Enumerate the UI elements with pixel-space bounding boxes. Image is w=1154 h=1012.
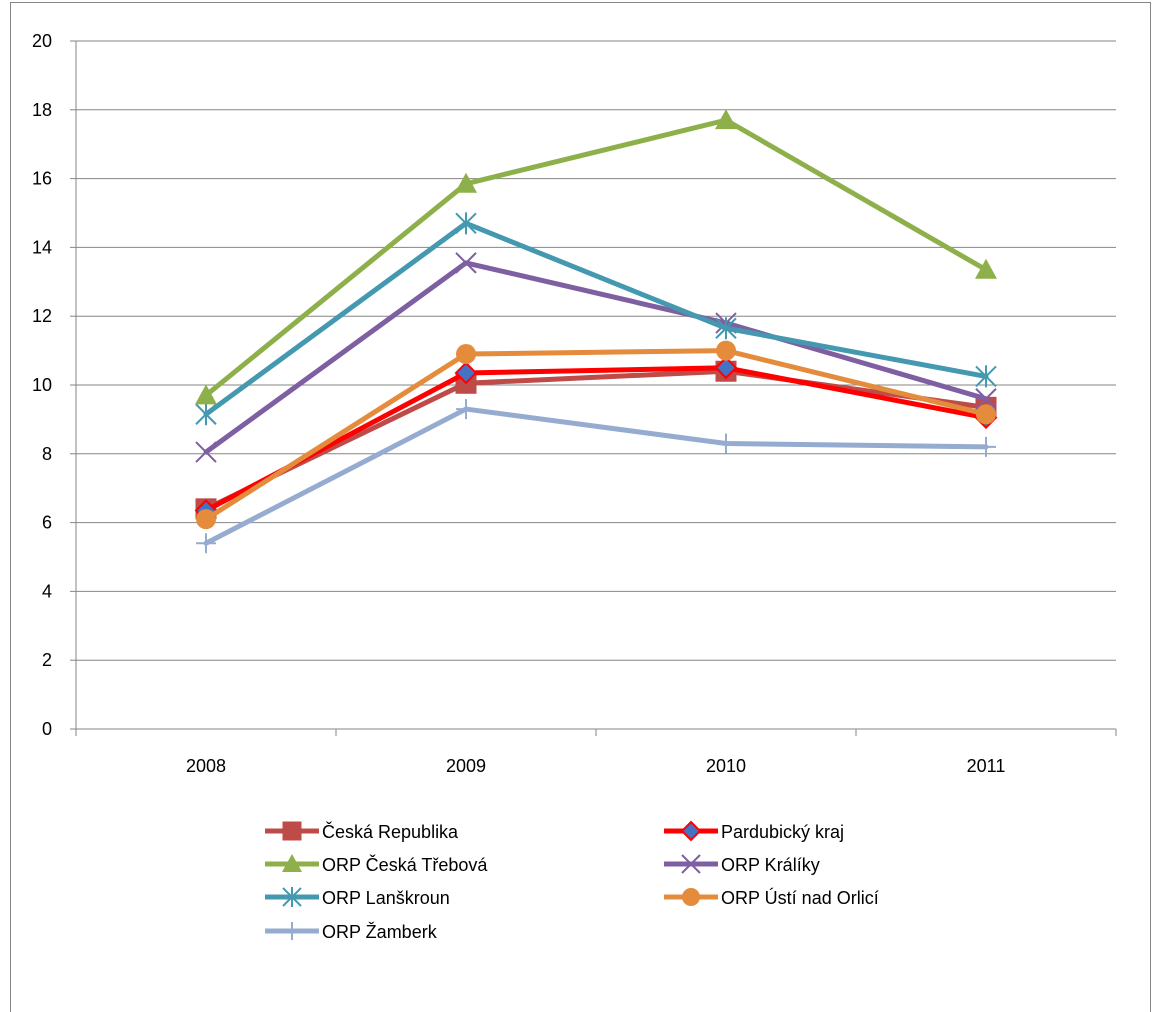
series-line [203, 117, 989, 398]
gridlines [76, 40, 1116, 661]
marker-triangle [715, 109, 737, 130]
y-tick-label: 4 [42, 581, 52, 601]
marker-square [282, 821, 302, 841]
y-tick-label: 6 [42, 513, 52, 533]
marker-plus [976, 436, 996, 457]
x-tick-labels: 2008 2009 2010 2011 [186, 756, 1005, 776]
marker-triangle [282, 854, 302, 872]
marker-x [455, 252, 477, 274]
series-lines [194, 109, 998, 554]
marker-diamond [680, 820, 702, 842]
marker-plus [456, 399, 476, 420]
series-line [203, 260, 989, 455]
marker-diamond [454, 361, 478, 385]
legend-item: ORP Žamberk [265, 922, 438, 942]
marker-star [282, 887, 302, 907]
series-line [203, 365, 989, 514]
marker-x [681, 854, 701, 874]
legend-label: ORP Česká Třebová [322, 854, 488, 875]
legend-item: Česká Republika [265, 821, 459, 842]
series-line [203, 368, 989, 512]
x-tick-label: 2008 [186, 756, 226, 776]
legend-label: ORP Ústí nad Orlicí [721, 887, 879, 908]
legend-item: Pardubický kraj [664, 820, 844, 842]
series-line [203, 220, 989, 417]
marker-star [715, 317, 737, 340]
legend-label: ORP Lanškroun [322, 888, 450, 908]
y-tick-label: 20 [32, 31, 52, 51]
series-line [203, 406, 989, 546]
marker-plus [196, 533, 216, 554]
y-tick-label: 8 [42, 444, 52, 464]
marker-plus [283, 922, 301, 940]
legend-label: Pardubický kraj [721, 822, 844, 842]
legend-label: ORP Králíky [721, 855, 820, 875]
marker-circle [716, 340, 736, 361]
legend-item: ORP Králíky [664, 854, 820, 875]
legend-label: ORP Žamberk [322, 922, 438, 942]
y-tick-label: 14 [32, 237, 52, 257]
y-tick-label: 0 [42, 719, 52, 739]
marker-x [975, 388, 997, 410]
marker-star [455, 212, 477, 235]
legend-item: ORP Lanškroun [265, 887, 450, 908]
marker-circle [196, 509, 216, 530]
series-5 [196, 340, 996, 530]
x-tick-label: 2009 [446, 756, 486, 776]
marker-plus [716, 433, 736, 454]
series-line [203, 348, 989, 522]
series-6 [196, 399, 996, 554]
marker-star [195, 403, 217, 426]
marker-circle [682, 888, 700, 906]
y-tick-label: 2 [42, 650, 52, 670]
y-tick-labels: 0 2 4 6 8 10 12 14 16 18 20 [32, 31, 52, 739]
series-4 [195, 212, 997, 426]
legend: Česká Republika Pardubický kraj ORP Česká … [265, 820, 879, 942]
marker-circle [976, 404, 996, 425]
legend-item: ORP Česká Třebová [265, 854, 488, 875]
marker-x [195, 441, 217, 463]
legend-item: ORP Ústí nad Orlicí [664, 887, 879, 908]
axes [70, 40, 1117, 736]
series-2 [195, 109, 997, 405]
marker-triangle [195, 384, 217, 405]
marker-diamond [714, 356, 738, 380]
x-tick-label: 2011 [967, 756, 1006, 776]
y-tick-label: 12 [32, 306, 52, 326]
series-1 [194, 356, 998, 522]
marker-star [975, 365, 997, 388]
y-tick-label: 16 [32, 169, 52, 189]
marker-triangle [975, 258, 997, 279]
legend-label: Česká Republika [322, 821, 459, 842]
y-tick-label: 18 [32, 100, 52, 120]
x-tick-label: 2010 [706, 756, 746, 776]
y-tick-label: 10 [32, 375, 52, 395]
marker-circle [456, 344, 476, 365]
marker-triangle [455, 172, 477, 193]
